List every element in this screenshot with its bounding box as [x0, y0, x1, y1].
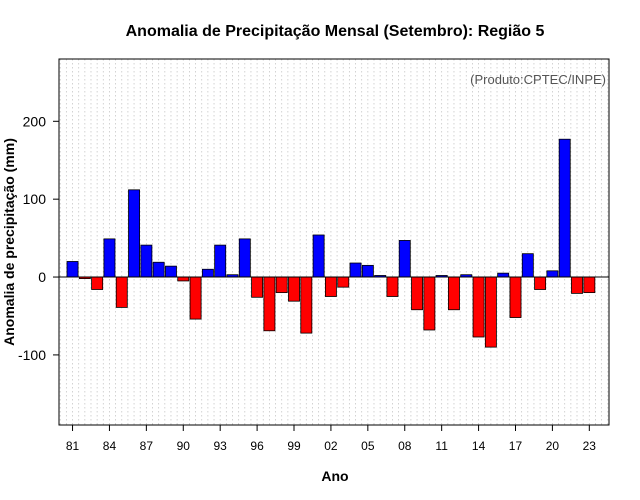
- x-tick-label: 99: [287, 439, 301, 453]
- bar-2008: [398, 240, 411, 278]
- y-axis: -100 0 100 200: [18, 113, 59, 363]
- y-axis-label: Anomalia de precipitação (mm): [1, 138, 17, 346]
- x-tick-label: 17: [509, 439, 523, 453]
- x-tick-label: 93: [214, 439, 228, 453]
- bar-2005: [361, 264, 374, 278]
- bar-2016: [497, 272, 510, 278]
- bar-2012: [448, 276, 460, 311]
- bar-2018: [521, 253, 534, 278]
- bar-2014: [472, 276, 485, 338]
- bar-2009: [411, 276, 423, 311]
- bar-1991: [189, 276, 202, 320]
- bar-1989: [165, 265, 177, 278]
- x-tick-label: 02: [324, 439, 338, 453]
- bar-1987: [140, 244, 153, 278]
- bar-2022: [571, 276, 583, 294]
- x-tick-label: 87: [140, 439, 154, 453]
- bar-2021: [558, 138, 571, 278]
- bar-1998: [275, 276, 288, 294]
- x-tick-label: 11: [435, 439, 448, 453]
- y-tick-label: 100: [23, 191, 47, 207]
- bar-2003: [337, 276, 350, 288]
- bar-1999: [288, 276, 300, 302]
- bar-1993: [214, 244, 227, 278]
- credit-text: (Produto:CPTEC/INPE): [470, 72, 606, 87]
- x-tick-label: 96: [250, 439, 264, 453]
- y-tick-label: -100: [18, 347, 46, 363]
- x-tick-label: 23: [583, 439, 597, 453]
- x-axis: 81 84 87 90 93 96 99 02 05 08 11 14 17 20 23: [66, 425, 596, 453]
- bar-1986: [128, 189, 140, 278]
- bar-2020: [546, 270, 559, 278]
- bar-2007: [386, 276, 399, 297]
- bar-2001: [312, 234, 325, 278]
- x-tick-label: 20: [546, 439, 560, 453]
- y-tick-label: 0: [38, 269, 46, 285]
- bar-1995: [238, 238, 251, 278]
- y-tick-label: 200: [23, 113, 47, 129]
- chart-title: Anomalia de Precipitação Mensal (Setembr…: [126, 23, 545, 40]
- x-tick-label: 14: [472, 439, 486, 453]
- bar-1984: [103, 238, 116, 278]
- bar-2023: [583, 276, 596, 294]
- x-tick-label: 81: [66, 439, 80, 453]
- bar-1988: [152, 261, 165, 278]
- bar-2004: [349, 262, 362, 278]
- x-tick-label: 84: [103, 439, 117, 453]
- bar-1981: [66, 261, 79, 278]
- bar-2010: [423, 276, 436, 331]
- bar-1992: [201, 268, 214, 278]
- bar-2019: [534, 276, 547, 290]
- grid-lines: [59, 59, 609, 425]
- bar-1990: [177, 276, 190, 282]
- bar-1997: [263, 276, 276, 332]
- x-axis-label: Ano: [321, 468, 348, 484]
- bar-1983: [91, 276, 104, 290]
- bar-1996: [251, 276, 264, 298]
- x-tick-label: 05: [361, 439, 375, 453]
- bar-2017: [509, 276, 522, 318]
- bar-2015: [484, 276, 497, 348]
- plot-frame: [58, 58, 610, 426]
- x-tick-label: 90: [177, 439, 191, 453]
- bars: [66, 138, 596, 348]
- bar-2002: [324, 276, 337, 297]
- x-tick-label: 08: [398, 439, 412, 453]
- bar-2000: [300, 276, 313, 334]
- bar-1985: [115, 276, 128, 308]
